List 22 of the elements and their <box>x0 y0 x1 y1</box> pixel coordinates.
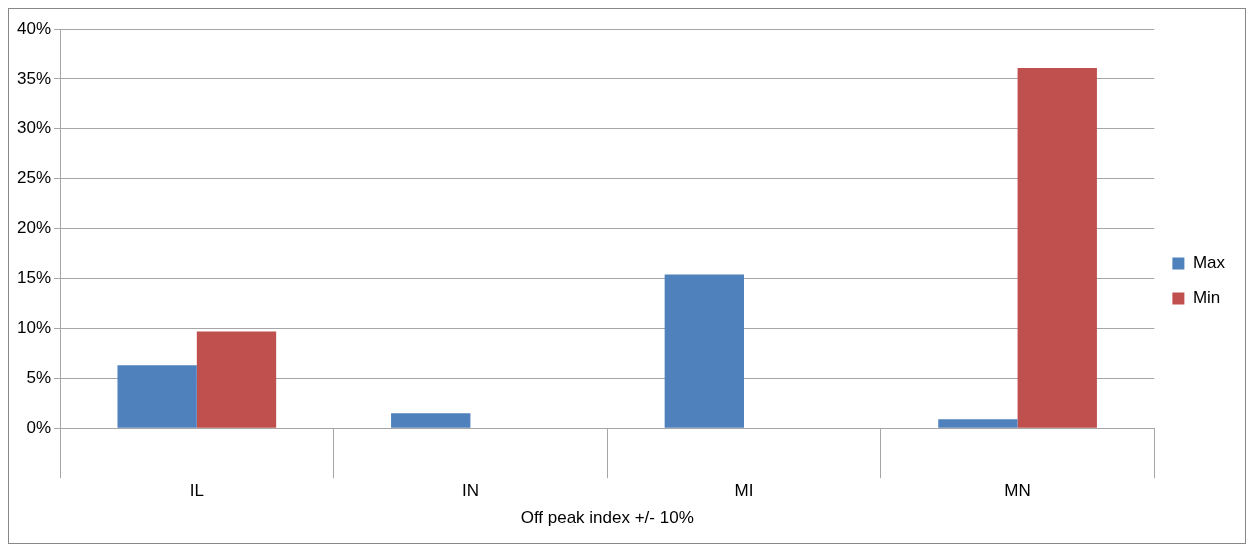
legend-label: Max <box>1192 253 1226 273</box>
x-tick-label: MN <box>1004 481 1031 501</box>
y-tick-label: 25% <box>16 168 52 188</box>
y-tick-label: 10% <box>16 318 52 338</box>
x-axis-title: Off peak index +/- 10% <box>520 508 694 528</box>
y-tick-label: 0% <box>26 417 52 437</box>
x-tick-label: IN <box>461 481 479 501</box>
y-tick-label: 35% <box>16 68 52 88</box>
bar <box>196 331 277 428</box>
y-tick-label: 20% <box>16 218 52 238</box>
legend-label: Min <box>1192 288 1221 308</box>
bar <box>664 274 744 428</box>
y-tick-label: 15% <box>16 268 52 288</box>
y-tick-label: 5% <box>26 367 52 387</box>
x-tick-label: IL <box>189 481 204 501</box>
x-tick-label: MI <box>734 481 754 501</box>
y-tick-label: 40% <box>16 18 52 38</box>
y-tick-label: 30% <box>16 118 52 138</box>
bar <box>391 413 471 428</box>
bar <box>938 419 1018 428</box>
bar <box>1017 67 1097 428</box>
bar <box>117 365 197 428</box>
